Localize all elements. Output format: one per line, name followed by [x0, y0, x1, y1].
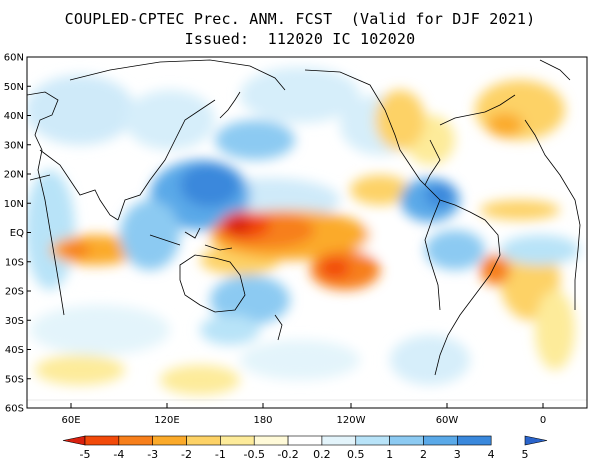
colorbar-label: -0.5	[243, 448, 264, 461]
colorbar-label: 1	[386, 448, 393, 461]
colorbar-swatch	[524, 435, 548, 446]
colorbar-swatch	[423, 435, 458, 446]
lon-tick-label: 0	[540, 415, 546, 426]
colorbar-swatch	[355, 435, 390, 446]
colorbar-swatch	[321, 435, 357, 446]
anomaly-field	[27, 57, 587, 408]
lon-tick-label: 60E	[61, 415, 80, 426]
lat-tick-label: 20S	[5, 287, 24, 298]
colorbar-swatch	[118, 435, 153, 446]
colorbar-label: -0.2	[277, 448, 298, 461]
colorbar-swatch	[84, 435, 120, 446]
colorbar-label: -2	[181, 448, 192, 461]
colorbar: -5 -4 -3 -2 -1 -0.5 -0.2 0.2 0.5 1 2 3 4 5	[62, 435, 548, 461]
lat-tick-label: 30S	[5, 316, 24, 327]
lat-tick-label: 40S	[5, 345, 24, 356]
lat-tick-label: 40N	[4, 111, 24, 122]
colorbar-swatch	[389, 435, 424, 446]
lon-tick-label: 180	[253, 415, 272, 426]
colorbar-label: -5	[80, 448, 91, 461]
colorbar-swatch	[253, 435, 289, 446]
lat-tick-label: 10N	[4, 199, 24, 210]
lat-tick-label: 20N	[4, 170, 24, 181]
colorbar-label: -3	[147, 448, 158, 461]
colorbar-label: 3	[454, 448, 461, 461]
map-title: COUPLED-CPTEC Prec. ANM. FCST (Valid for…	[64, 10, 536, 28]
lat-tick-label: 60S	[5, 404, 24, 415]
colorbar-label: 0.2	[313, 448, 331, 461]
colorbar-label: 5	[522, 448, 529, 461]
colorbar-label: 4	[488, 448, 495, 461]
lon-tick-label: 120E	[154, 415, 179, 426]
coastlines	[27, 59, 587, 401]
colorbar-label: -4	[113, 448, 124, 461]
lat-tick-label: 60N	[4, 53, 24, 64]
colorbar-label: 0.5	[347, 448, 365, 461]
lat-tick-label: 50S	[5, 374, 24, 385]
colorbar-label: -1	[215, 448, 226, 461]
latitude-axis: 60N 50N 40N 30N 20N 10N EQ 10S 20S 30S 40S 50S 60S	[4, 53, 31, 415]
colorbar-swatch	[220, 435, 255, 446]
colorbar-swatch	[62, 435, 86, 446]
lon-tick-label: 60W	[436, 415, 459, 426]
colorbar-label: 2	[420, 448, 427, 461]
lat-tick-label: 30N	[4, 140, 24, 151]
lat-tick-label: EQ	[10, 228, 24, 239]
colorbar-swatch	[186, 435, 221, 446]
colorbar-swatch	[457, 435, 492, 446]
lat-tick-label: 50N	[4, 82, 24, 93]
map-subtitle: Issued: 112020 IC 102020	[184, 30, 416, 48]
colorbar-swatch	[287, 435, 323, 446]
lat-tick-label: 10S	[5, 257, 24, 268]
longitude-axis: 60E 120E 180 120W 60W 0	[61, 403, 546, 426]
lon-tick-label: 120W	[337, 415, 366, 426]
colorbar-swatch	[152, 435, 187, 446]
